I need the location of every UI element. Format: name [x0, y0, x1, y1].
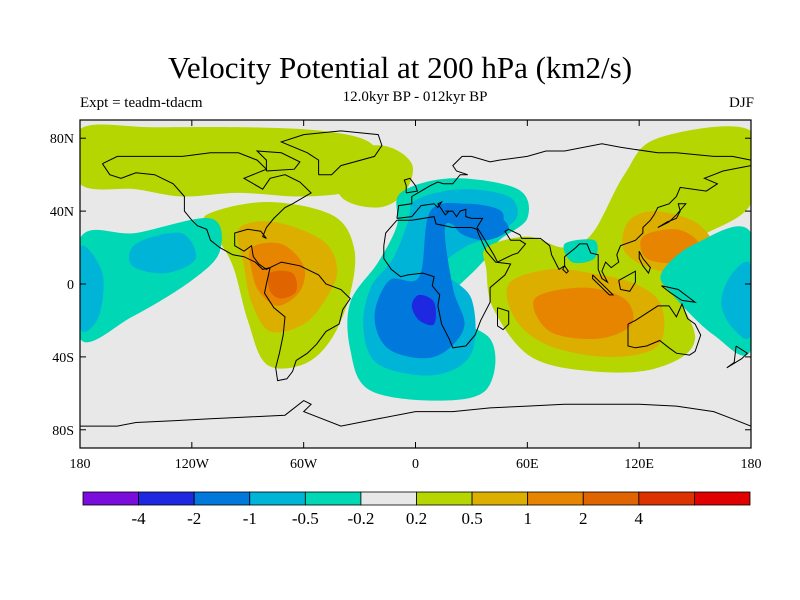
- contour-indian-ocean-positive-1: [533, 287, 634, 340]
- colorbar-label: -4: [132, 509, 147, 528]
- x-tick-label: 120E: [624, 457, 654, 472]
- contour-north-pacific-north-america-positive: [80, 124, 379, 197]
- coastline-new-zealand: [726, 345, 749, 369]
- season-label: DJF: [728, 95, 754, 111]
- x-tick-label: 180: [70, 457, 91, 472]
- coastline-new-guinea: [661, 285, 697, 303]
- x-tick-label: 0: [412, 457, 419, 472]
- colorbar-swatch: [138, 491, 195, 506]
- coastline-sri-lanka: [562, 265, 569, 274]
- colorbar-label: 0.5: [461, 509, 482, 528]
- colorbar-label: -1: [243, 509, 257, 528]
- x-tick-label: 60W: [290, 457, 318, 472]
- colorbar-label: 4: [635, 509, 644, 528]
- colorbar-swatch: [527, 491, 584, 506]
- colorbar-swatch: [471, 491, 529, 506]
- colorbar-label: -0.5: [292, 509, 319, 528]
- y-tick-label: 40N: [50, 205, 74, 220]
- map-panel: [79, 119, 752, 449]
- longitude-axis: 180 120W 60W 0 60E 120E 180: [70, 120, 762, 472]
- contour-west-pacific-negative-0.5: [721, 261, 751, 339]
- colorbar-label: -2: [187, 509, 201, 528]
- coastline-indonesia-borneo: [618, 270, 636, 292]
- coastline-layer: [80, 130, 751, 427]
- x-tick-label: 60E: [516, 457, 539, 472]
- contour-arabian-sea-negative: [563, 239, 598, 264]
- contour-north-atlantic-positive: [333, 145, 413, 208]
- coastline-madagascar: [497, 307, 510, 331]
- colorbar-swatch: [249, 491, 306, 506]
- coastline-africa: [383, 216, 512, 349]
- coastline-north-america: [101, 152, 312, 270]
- colorbar-label: 2: [579, 509, 588, 528]
- colorbar-swatch: [416, 491, 473, 506]
- contour-west-pacific-negative: [660, 226, 751, 356]
- contour-dateline-negative-0.5: [80, 245, 104, 333]
- colorbar-swatch: [638, 491, 695, 506]
- x-tick-label: 120W: [175, 457, 210, 472]
- coastline-sumatra: [592, 274, 615, 296]
- x-tick-label: 180: [741, 457, 762, 472]
- latitude-axis: 80N 40N 0 40S 80S: [50, 132, 751, 439]
- coastline-eurasia: [396, 143, 751, 284]
- colorbar-label: -0.2: [347, 509, 374, 528]
- y-tick-label: 40S: [52, 351, 74, 366]
- contour-americas-positive-2: [267, 270, 298, 299]
- colorbar-label: 0.2: [406, 509, 427, 528]
- colorbar-swatch: [360, 491, 417, 506]
- coastline-greenland: [279, 130, 383, 176]
- contour-east-pacific-negative-0.5: [129, 232, 197, 274]
- colorbar-swatch: [304, 491, 362, 506]
- contour-atlantic-africa-negative-1: [374, 202, 504, 359]
- coastline-baffin: [255, 150, 301, 172]
- y-tick-label: 80N: [50, 132, 74, 147]
- colorbar-swatch: [582, 491, 640, 506]
- map-subtitle: 12.0kyr BP - 012kyr BP: [342, 89, 488, 105]
- colorbar-label: 1: [523, 509, 532, 528]
- coastline-australia: [627, 302, 702, 356]
- page-title: Velocity Potential at 200 hPa (km2/s): [167, 50, 633, 85]
- coastline-philippines: [638, 250, 651, 275]
- colorbar-swatch: [82, 491, 139, 506]
- contour-fill-layer: [80, 124, 751, 401]
- y-tick-label: 80S: [52, 424, 74, 439]
- colorbar-swatch: [193, 491, 251, 506]
- colorbar: -4 -2 -1 -0.5 -0.2 0.2 0.5 1 2 4: [82, 491, 751, 528]
- coastline-antarctica: [80, 400, 751, 427]
- contour-mideast-negative-2: [453, 214, 509, 241]
- contour-atlantic-negative-2: [411, 294, 436, 326]
- coastline-japan: [657, 203, 687, 228]
- experiment-label: Expt = teadm-tdacm: [80, 95, 203, 111]
- coastline-uk: [403, 177, 419, 194]
- coastline-south-america: [263, 261, 351, 382]
- colorbar-swatch: [694, 491, 751, 506]
- y-tick-label: 0: [67, 278, 74, 293]
